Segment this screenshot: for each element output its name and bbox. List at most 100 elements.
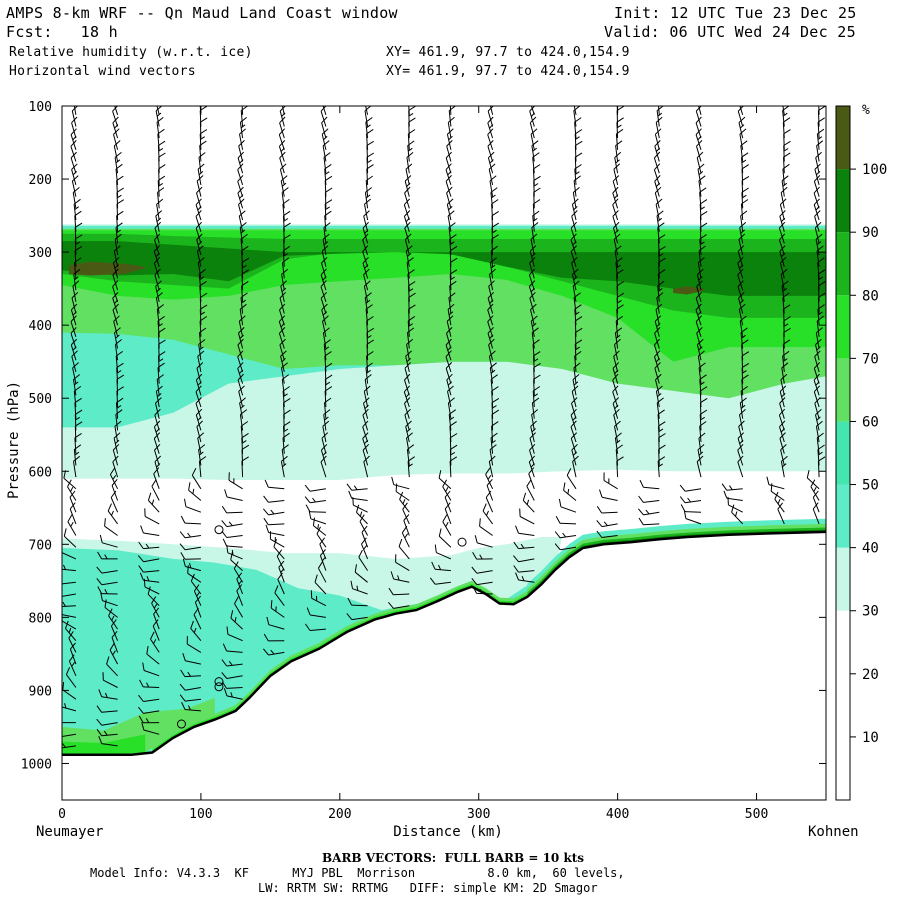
wind-barb-flag (239, 303, 247, 310)
wind-barb-half-flag (533, 358, 539, 362)
wind-barb-half-flag (445, 486, 449, 492)
rh-band-70-bl (62, 734, 146, 755)
wind-barb-shaft (359, 521, 369, 536)
wind-barb-flag (199, 129, 208, 135)
wind-barb-flag (596, 530, 603, 538)
wind-barb-flag (782, 106, 790, 111)
wind-barb-shaft (572, 461, 577, 478)
wind-barb-flag (489, 175, 497, 182)
wind-barb-shaft (695, 110, 702, 127)
wind-barb-shaft (112, 286, 119, 302)
wind-barb-flag (59, 699, 61, 707)
wind-barb-shaft (613, 227, 619, 244)
wind-barb-flag (658, 246, 666, 252)
wind-barb-flag (184, 498, 187, 507)
wind-barb-flag (658, 444, 666, 450)
wind-barb-flag (404, 210, 411, 217)
wind-barb-shaft (532, 157, 535, 174)
wind-barb-half-flag (75, 416, 80, 421)
wind-barb-flag (638, 517, 644, 525)
wind-barb-flag (526, 479, 532, 487)
wind-barb-shaft (283, 414, 285, 431)
wind-barb-flag (74, 222, 83, 228)
wind-barb-flag (780, 186, 788, 193)
wind-barb-flag (199, 456, 207, 462)
wind-barb-shaft (310, 518, 327, 525)
wind-barb-flag (814, 163, 821, 170)
wind-barb-flag (657, 280, 665, 287)
wind-barb-half-flag (781, 217, 786, 223)
wind-barb-shaft (741, 180, 744, 197)
wind-barb-flag (75, 409, 83, 415)
wind-barb-shaft (697, 169, 702, 185)
barb-note: BARB VECTORS: FULL BARB = 10 kts (322, 851, 585, 865)
wind-barb-flag (658, 257, 666, 263)
wind-barb-shaft (309, 511, 326, 513)
wind-barb-half-flag (363, 544, 368, 550)
wind-barb-shaft (530, 309, 535, 326)
wind-barb-shaft (616, 297, 619, 314)
wind-barb-shaft (309, 628, 326, 631)
wind-barb-half-flag (323, 101, 326, 105)
wind-barb-flag (263, 648, 269, 656)
wind-barb-flag (407, 140, 415, 147)
wind-barb-shaft (364, 204, 369, 221)
wind-barb-shaft (571, 274, 577, 291)
wind-barb-shaft (114, 426, 119, 443)
wind-barb-flag (655, 198, 663, 205)
wind-barb-shaft (739, 414, 744, 431)
wind-barb-flag (279, 151, 286, 159)
wind-barb-shaft (449, 106, 452, 115)
wind-barb-shaft (280, 180, 285, 197)
wind-barb-flag (616, 128, 624, 135)
wind-barb-shaft (489, 449, 494, 466)
wind-barb-shaft (741, 379, 744, 396)
wind-barb-shaft (815, 239, 820, 256)
wind-barb-shaft (143, 710, 160, 714)
wind-barb-shaft (113, 437, 119, 454)
wind-barb-shaft (143, 579, 160, 583)
wind-barb-shaft (113, 321, 119, 337)
wind-barb-shaft (654, 333, 660, 349)
wind-barb-shaft (116, 390, 119, 408)
wind-barb-flag (815, 327, 823, 334)
wind-barb-shaft (104, 607, 118, 618)
wind-barb-shaft (146, 653, 160, 665)
wind-barb-shaft (446, 321, 452, 337)
wind-barb-flag (71, 163, 78, 170)
wind-barb-flag (283, 234, 291, 240)
wind-barb-flag (241, 456, 249, 462)
wind-barb-flag (359, 514, 365, 522)
wind-barb-flag (695, 291, 702, 299)
wind-barb-half-flag (533, 183, 539, 187)
wind-barb-flag (489, 444, 497, 450)
wind-barb-flag (533, 362, 541, 369)
wind-barb-flag (325, 362, 333, 369)
wind-barb-flag (779, 221, 786, 229)
wind-barb-half-flag (407, 147, 413, 152)
wind-barb-shaft (115, 355, 119, 372)
wind-barb-shaft (489, 106, 494, 115)
wind-barb-flag (74, 257, 82, 263)
wind-barb-shaft (614, 437, 619, 454)
wind-barb-flag (197, 257, 205, 263)
wind-barb-flag (405, 350, 412, 357)
wind-barb-flag (533, 351, 541, 357)
wind-barb-shaft (364, 110, 369, 127)
wind-barb-shaft (405, 169, 410, 186)
wind-barb-flag (737, 268, 744, 276)
wind-barb-flag (783, 339, 791, 345)
wind-barb-flag (777, 502, 783, 510)
wind-barb-flag (320, 549, 326, 556)
wind-barb-flag (200, 304, 208, 310)
wind-barb-shaft (696, 286, 702, 302)
wind-barb-shaft (70, 134, 77, 150)
wind-barb-flag (596, 520, 603, 527)
wind-barb-shaft (726, 488, 743, 491)
wind-barb-shaft (154, 414, 160, 431)
wind-barb-half-flag (614, 404, 619, 410)
wind-barb-half-flag (782, 288, 788, 292)
wind-barb-shaft (184, 709, 201, 712)
wind-barb-half-flag (192, 488, 195, 494)
wind-barb-shaft (574, 168, 577, 185)
